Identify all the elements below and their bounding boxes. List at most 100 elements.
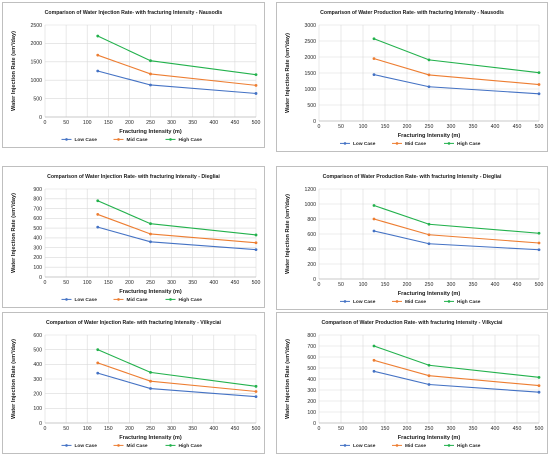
data-point-low: [149, 83, 152, 87]
data-point-mid: [254, 390, 258, 393]
x-tick-label: 200: [125, 120, 134, 126]
y-tick-label: 0: [313, 119, 316, 125]
x-tick-label: 200: [403, 426, 412, 432]
x-tick-label: 0: [318, 124, 321, 130]
legend-label-low: Low Case: [75, 443, 98, 449]
data-point-high: [537, 71, 541, 75]
y-axis-title: Water Injection Rate (sm³/day): [284, 194, 291, 274]
legend-label-low: Low Case: [353, 141, 376, 147]
y-tick-label: 600: [307, 232, 316, 238]
chart-panel-diegliai-production: Comparison of Water Production Rate- wit…: [276, 166, 548, 310]
data-point-low: [96, 69, 100, 73]
legend-marker-mid: [395, 300, 399, 303]
legend-label-low: Low Case: [353, 443, 376, 449]
y-tick-label: 2500: [30, 23, 42, 29]
x-tick-label: 50: [338, 282, 344, 288]
x-tick-label: 250: [425, 282, 434, 288]
legend-marker-low: [65, 298, 68, 301]
y-tick-label: 2500: [304, 39, 316, 45]
chart-svg: Comparison of Water Production Rate- wit…: [284, 174, 544, 305]
series-line-mid: [373, 359, 540, 387]
x-tick-label: 100: [359, 282, 368, 288]
data-point-high: [254, 233, 258, 237]
legend-label-high: High Case: [457, 141, 481, 147]
x-tick-label: 300: [167, 426, 176, 432]
legend-label-mid: Mid Case: [127, 137, 148, 143]
x-tick-label: 500: [535, 282, 544, 288]
y-tick-label: 400: [33, 236, 42, 242]
x-tick-label: 450: [231, 280, 240, 286]
chart-svg: Comparison of Water Production Rate- wit…: [284, 320, 544, 449]
x-tick-label: 150: [104, 120, 113, 126]
data-point-mid: [537, 83, 541, 86]
data-point-low: [537, 390, 541, 394]
y-tick-label: 200: [307, 262, 316, 268]
x-tick-label: 450: [513, 426, 522, 432]
data-point-high: [427, 58, 431, 62]
x-axis-title: Fracturing Intensity (m): [119, 129, 182, 135]
chart-title: Comparison of Water Injection Rate- with…: [47, 174, 220, 180]
y-tick-label: 500: [33, 96, 42, 102]
data-point-high: [427, 222, 431, 226]
chart-panel-vilkyciai-production: Comparison of Water Production Rate- wit…: [276, 312, 548, 454]
data-point-high: [372, 204, 376, 207]
series-line-low: [97, 372, 257, 398]
x-tick-label: 100: [359, 426, 368, 432]
series-line-high: [373, 345, 540, 378]
x-axis-title: Fracturing Intensity (m): [398, 435, 461, 441]
x-tick-label: 100: [83, 426, 92, 432]
chart-svg: Comparison of Water Injection Rate- with…: [10, 10, 260, 143]
x-tick-label: 100: [83, 280, 92, 286]
y-tick-label: 500: [307, 103, 316, 109]
data-point-mid: [96, 361, 100, 365]
x-axis-title: Fracturing Intensity (m): [398, 291, 461, 297]
data-point-mid: [149, 379, 152, 383]
y-tick-label: 1000: [304, 87, 316, 93]
data-point-high: [149, 371, 152, 374]
x-tick-label: 500: [252, 280, 261, 286]
y-tick-label: 600: [33, 216, 42, 222]
x-tick-label: 500: [535, 426, 544, 432]
y-tick-label: 0: [39, 421, 42, 427]
data-point-low: [149, 387, 152, 390]
x-tick-label: 400: [209, 280, 218, 286]
chart-panel-diegliai-injection: Comparison of Water Injection Rate- with…: [2, 166, 265, 308]
y-tick-label: 400: [307, 247, 316, 253]
x-tick-label: 350: [469, 426, 478, 432]
data-point-low: [96, 225, 100, 229]
legend-label-mid: Mid Case: [127, 443, 148, 449]
x-axis-title: Fracturing Intensity (m): [119, 435, 182, 441]
x-tick-label: 100: [359, 124, 368, 130]
y-tick-label: 1000: [30, 78, 42, 84]
chart-panel-nausodis-injection: Comparison of Water Injection Rate- with…: [2, 2, 265, 148]
data-point-low: [372, 369, 376, 373]
x-tick-label: 400: [491, 426, 500, 432]
series-line-high: [97, 349, 257, 387]
data-point-low: [427, 383, 431, 386]
x-tick-label: 400: [209, 120, 218, 126]
series-line-mid: [97, 54, 257, 86]
legend-label-mid: Mid Case: [405, 141, 426, 147]
x-tick-label: 0: [44, 280, 47, 286]
x-axis-title: Fracturing Intensity (m): [398, 133, 461, 139]
legend-marker-high: [447, 444, 451, 447]
data-point-high: [537, 375, 541, 379]
data-point-mid: [96, 53, 100, 57]
x-tick-label: 50: [338, 124, 344, 130]
y-axis-title: Water Injection Rate (sm³/day): [10, 31, 17, 111]
y-tick-label: 1500: [30, 60, 42, 66]
y-tick-label: 200: [307, 399, 316, 405]
x-tick-label: 0: [318, 282, 321, 288]
x-tick-label: 150: [104, 426, 113, 432]
y-tick-label: 3000: [304, 23, 316, 29]
data-point-high: [254, 384, 258, 388]
legend-marker-mid: [395, 142, 399, 145]
y-tick-label: 400: [307, 377, 316, 383]
y-tick-label: 600: [33, 333, 42, 339]
chart-panel-vilkyciai-injection: Comparison of Water Injection Rate- with…: [2, 312, 265, 454]
legend-marker-mid: [117, 298, 120, 301]
x-tick-label: 100: [83, 120, 92, 126]
x-tick-label: 350: [469, 124, 478, 130]
data-point-low: [254, 395, 258, 398]
y-axis-title: Water Injection Rate (sm³/day): [284, 33, 291, 113]
